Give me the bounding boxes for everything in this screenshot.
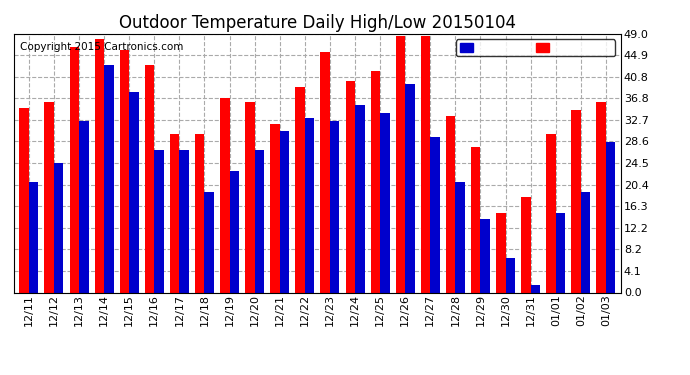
Bar [270, 123, 279, 292]
Bar [606, 142, 615, 292]
Bar [44, 102, 54, 292]
Bar [245, 102, 255, 292]
Bar [455, 182, 465, 292]
Bar [179, 150, 189, 292]
Bar [220, 98, 230, 292]
Legend: Low  (°F), High  (°F): Low (°F), High (°F) [456, 39, 615, 56]
Bar [129, 92, 139, 292]
Bar [355, 105, 364, 292]
Bar [19, 108, 29, 292]
Bar [230, 171, 239, 292]
Text: Copyright 2015 Cartronics.com: Copyright 2015 Cartronics.com [20, 42, 184, 51]
Title: Outdoor Temperature Daily High/Low 20150104: Outdoor Temperature Daily High/Low 20150… [119, 14, 516, 32]
Bar [70, 47, 79, 292]
Bar [145, 65, 155, 292]
Bar [79, 121, 88, 292]
Bar [95, 39, 104, 292]
Bar [581, 192, 591, 292]
Bar [446, 116, 455, 292]
Bar [546, 134, 555, 292]
Bar [204, 192, 214, 292]
Bar [29, 182, 39, 292]
Bar [346, 81, 355, 292]
Bar [295, 87, 305, 292]
Bar [431, 137, 440, 292]
Bar [371, 71, 380, 292]
Bar [480, 219, 490, 292]
Bar [555, 213, 565, 292]
Bar [380, 113, 390, 292]
Bar [531, 285, 540, 292]
Bar [496, 213, 506, 292]
Bar [155, 150, 164, 292]
Bar [279, 132, 289, 292]
Bar [506, 258, 515, 292]
Bar [521, 198, 531, 292]
Bar [405, 84, 415, 292]
Bar [119, 50, 129, 292]
Bar [320, 52, 330, 292]
Bar [305, 118, 315, 292]
Bar [395, 36, 405, 292]
Bar [471, 147, 480, 292]
Bar [195, 134, 204, 292]
Bar [421, 36, 431, 292]
Bar [330, 121, 339, 292]
Bar [54, 163, 63, 292]
Bar [255, 150, 264, 292]
Bar [571, 110, 581, 292]
Bar [170, 134, 179, 292]
Bar [104, 65, 114, 292]
Bar [596, 102, 606, 292]
